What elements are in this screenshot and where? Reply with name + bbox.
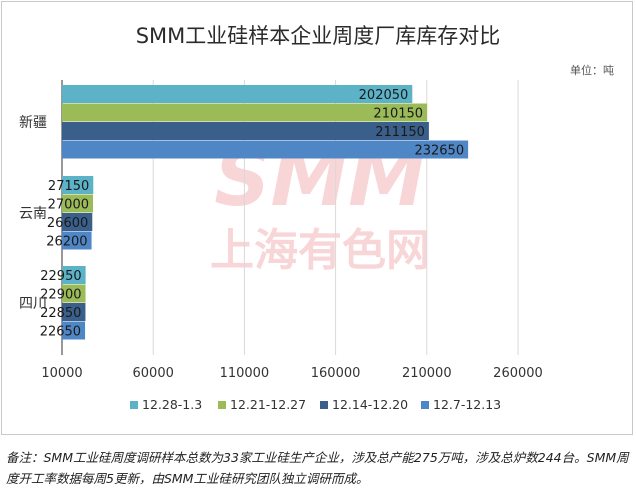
legend-swatch: [421, 401, 429, 409]
data-label: 210150: [373, 107, 423, 122]
x-tick-label: 160000: [311, 366, 361, 381]
bar-chart: SMM 上海有色网 202050210150211150232650271502…: [19, 80, 543, 412]
data-label: 22850: [40, 306, 81, 321]
legend-label: 12.7-12.13: [433, 397, 501, 412]
x-tick-label: 210000: [402, 366, 452, 381]
legend-swatch: [130, 401, 138, 409]
bar: [62, 122, 429, 140]
bar: [62, 303, 86, 321]
x-tick-label: 60000: [133, 366, 174, 381]
data-label: 22650: [40, 325, 81, 340]
legend-swatch: [218, 401, 226, 409]
data-label: 211150: [375, 125, 425, 140]
legend-label: 12.28-1.3: [142, 397, 202, 412]
data-label: 22950: [40, 269, 81, 284]
category-label: 四川: [19, 296, 47, 312]
data-label: 26200: [46, 235, 87, 250]
data-label: 27150: [48, 179, 89, 194]
legend-swatch: [320, 401, 328, 409]
x-tick-label: 260000: [493, 366, 543, 381]
data-label: 27000: [48, 198, 89, 213]
bar: [62, 266, 86, 284]
legend-label: 12.14-12.20: [332, 397, 408, 412]
bar: [62, 231, 92, 250]
legend-label: 12.21-12.27: [230, 397, 306, 412]
data-label: 26600: [47, 216, 88, 231]
data-label: 202050: [359, 88, 409, 103]
bar: [62, 140, 469, 159]
bar: [62, 85, 413, 103]
x-tick-label: 110000: [220, 366, 270, 381]
bar: [62, 176, 94, 194]
bar: [62, 194, 94, 213]
bar: [62, 213, 93, 231]
svg-text:上海有色网: 上海有色网: [210, 225, 430, 276]
bar: [62, 284, 86, 303]
unit-label: 单位：吨: [570, 64, 614, 77]
data-label: 232650: [414, 144, 464, 159]
data-label: 22900: [40, 288, 81, 303]
footnote: 备注：SMM工业硅周度调研样本总数为33家工业硅生产企业，涉及总产能275万吨，…: [6, 450, 629, 486]
bar: [62, 321, 86, 340]
chart-frame: [1, 1, 633, 435]
category-label: 新疆: [19, 115, 47, 131]
bar: [62, 103, 428, 122]
chart-title: SMM工业硅样本企业周度厂库库存对比: [135, 24, 501, 48]
category-label: 云南: [19, 206, 47, 222]
x-tick-label: 10000: [41, 366, 82, 381]
